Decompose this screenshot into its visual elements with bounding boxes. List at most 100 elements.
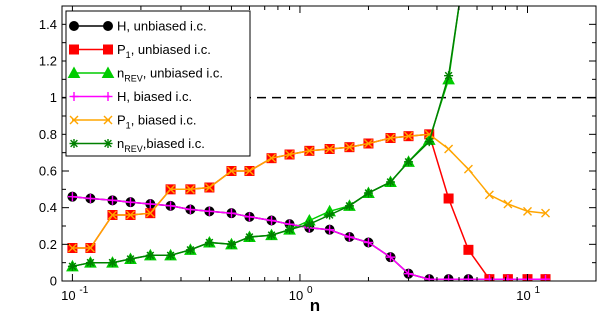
data-point (166, 201, 176, 211)
data-point (484, 190, 494, 200)
data-point (523, 206, 532, 216)
legend-marker (69, 139, 79, 148)
data-point (126, 210, 135, 220)
data-point (285, 150, 295, 159)
data-point (204, 206, 214, 216)
data-point (244, 232, 254, 242)
data-point (107, 258, 117, 268)
data-point (304, 146, 314, 156)
data-point (503, 274, 513, 281)
data-point (107, 210, 117, 220)
data-point (244, 166, 254, 176)
legend-marker (69, 115, 79, 125)
data-point (404, 131, 414, 141)
y-tick-label: 0 (50, 274, 57, 289)
data-point (325, 225, 335, 235)
data-point (244, 212, 254, 222)
x-tick-label: 10 (61, 288, 75, 303)
legend-marker (103, 21, 113, 31)
legend-item: H, unbiased i.c. (69, 19, 207, 34)
data-point (125, 197, 135, 207)
data-point (204, 238, 214, 247)
y-tick-label: 1.4 (39, 17, 57, 32)
data-point (344, 142, 354, 152)
legend-item: P1, biased i.c. (69, 113, 196, 131)
legend-item: P1, unbiased i.c. (69, 42, 211, 60)
legend-item: nREV,biased i.c. (69, 136, 205, 154)
legend-label: H, biased i.c. (117, 89, 192, 104)
data-point (185, 245, 195, 255)
legend-item: nREV, unbiased i.c. (67, 66, 223, 84)
data-point (386, 177, 396, 187)
data-point (185, 184, 195, 194)
legend-label: nREV,biased i.c. (117, 136, 205, 154)
legend-label: nREV, unbiased i.c. (117, 66, 223, 84)
data-point (541, 208, 551, 218)
y-tick-label: 1 (50, 90, 57, 105)
data-point (444, 144, 454, 154)
data-point (145, 208, 155, 218)
data-point (85, 194, 95, 203)
data-point (204, 183, 214, 192)
legend-marker (67, 66, 81, 78)
data-point (463, 164, 473, 174)
x-tick-label-exponent: -1 (79, 285, 88, 296)
x-tick-label-exponent: 0 (307, 285, 313, 296)
data-point (67, 192, 77, 202)
data-point (363, 238, 373, 247)
y-tick-label: 0.6 (39, 164, 57, 179)
legend-label: P1, unbiased i.c. (117, 42, 211, 60)
data-point (107, 195, 117, 205)
data-point (444, 71, 454, 81)
legend-marker (103, 139, 113, 148)
y-tick-label: 1.2 (39, 54, 57, 69)
legend-item: H, biased i.c. (69, 89, 192, 104)
series-5 (67, 129, 551, 253)
data-point (424, 137, 434, 147)
legend-label: P1, biased i.c. (117, 113, 196, 131)
data-point (67, 261, 77, 271)
data-point (386, 252, 396, 262)
data-point (226, 166, 236, 176)
legend-marker (101, 66, 115, 78)
data-point (226, 208, 236, 218)
y-tick-label: 0.2 (39, 237, 57, 252)
data-point (344, 232, 354, 242)
data-point (67, 243, 77, 253)
data-point (325, 210, 335, 220)
legend-marker (103, 44, 113, 55)
data-point (541, 274, 551, 281)
data-point (226, 239, 236, 249)
x-tick-label: 10 (516, 288, 530, 303)
legend-marker (69, 21, 79, 31)
y-tick-label: 0.4 (39, 200, 57, 215)
data-point (166, 184, 176, 194)
data-point (304, 219, 314, 229)
data-point (166, 250, 176, 260)
data-point (404, 157, 414, 167)
x-tick-label: 10 (289, 288, 303, 303)
data-point (444, 274, 454, 281)
data-point (125, 254, 135, 264)
data-point (344, 201, 354, 211)
x-axis-title: n (310, 296, 320, 315)
legend-marker (69, 92, 79, 101)
data-point (363, 139, 373, 148)
data-point (463, 274, 473, 281)
x-tick-label-exponent: 1 (535, 285, 541, 296)
legend-label: H, unbiased i.c. (117, 19, 207, 34)
data-point (267, 153, 277, 163)
legend-box (65, 10, 251, 157)
legend-marker (69, 44, 79, 55)
legend: H, unbiased i.c. P1, unbiased i.c. nREV, u… (65, 10, 251, 157)
data-point (386, 133, 396, 143)
plot-frame (61, 5, 597, 282)
data-point (145, 199, 155, 209)
data-point (404, 269, 414, 279)
data-point (503, 199, 513, 209)
data-point (85, 258, 95, 268)
legend-marker (103, 115, 113, 125)
series-layer (66, 6, 551, 281)
data-point (443, 193, 454, 204)
